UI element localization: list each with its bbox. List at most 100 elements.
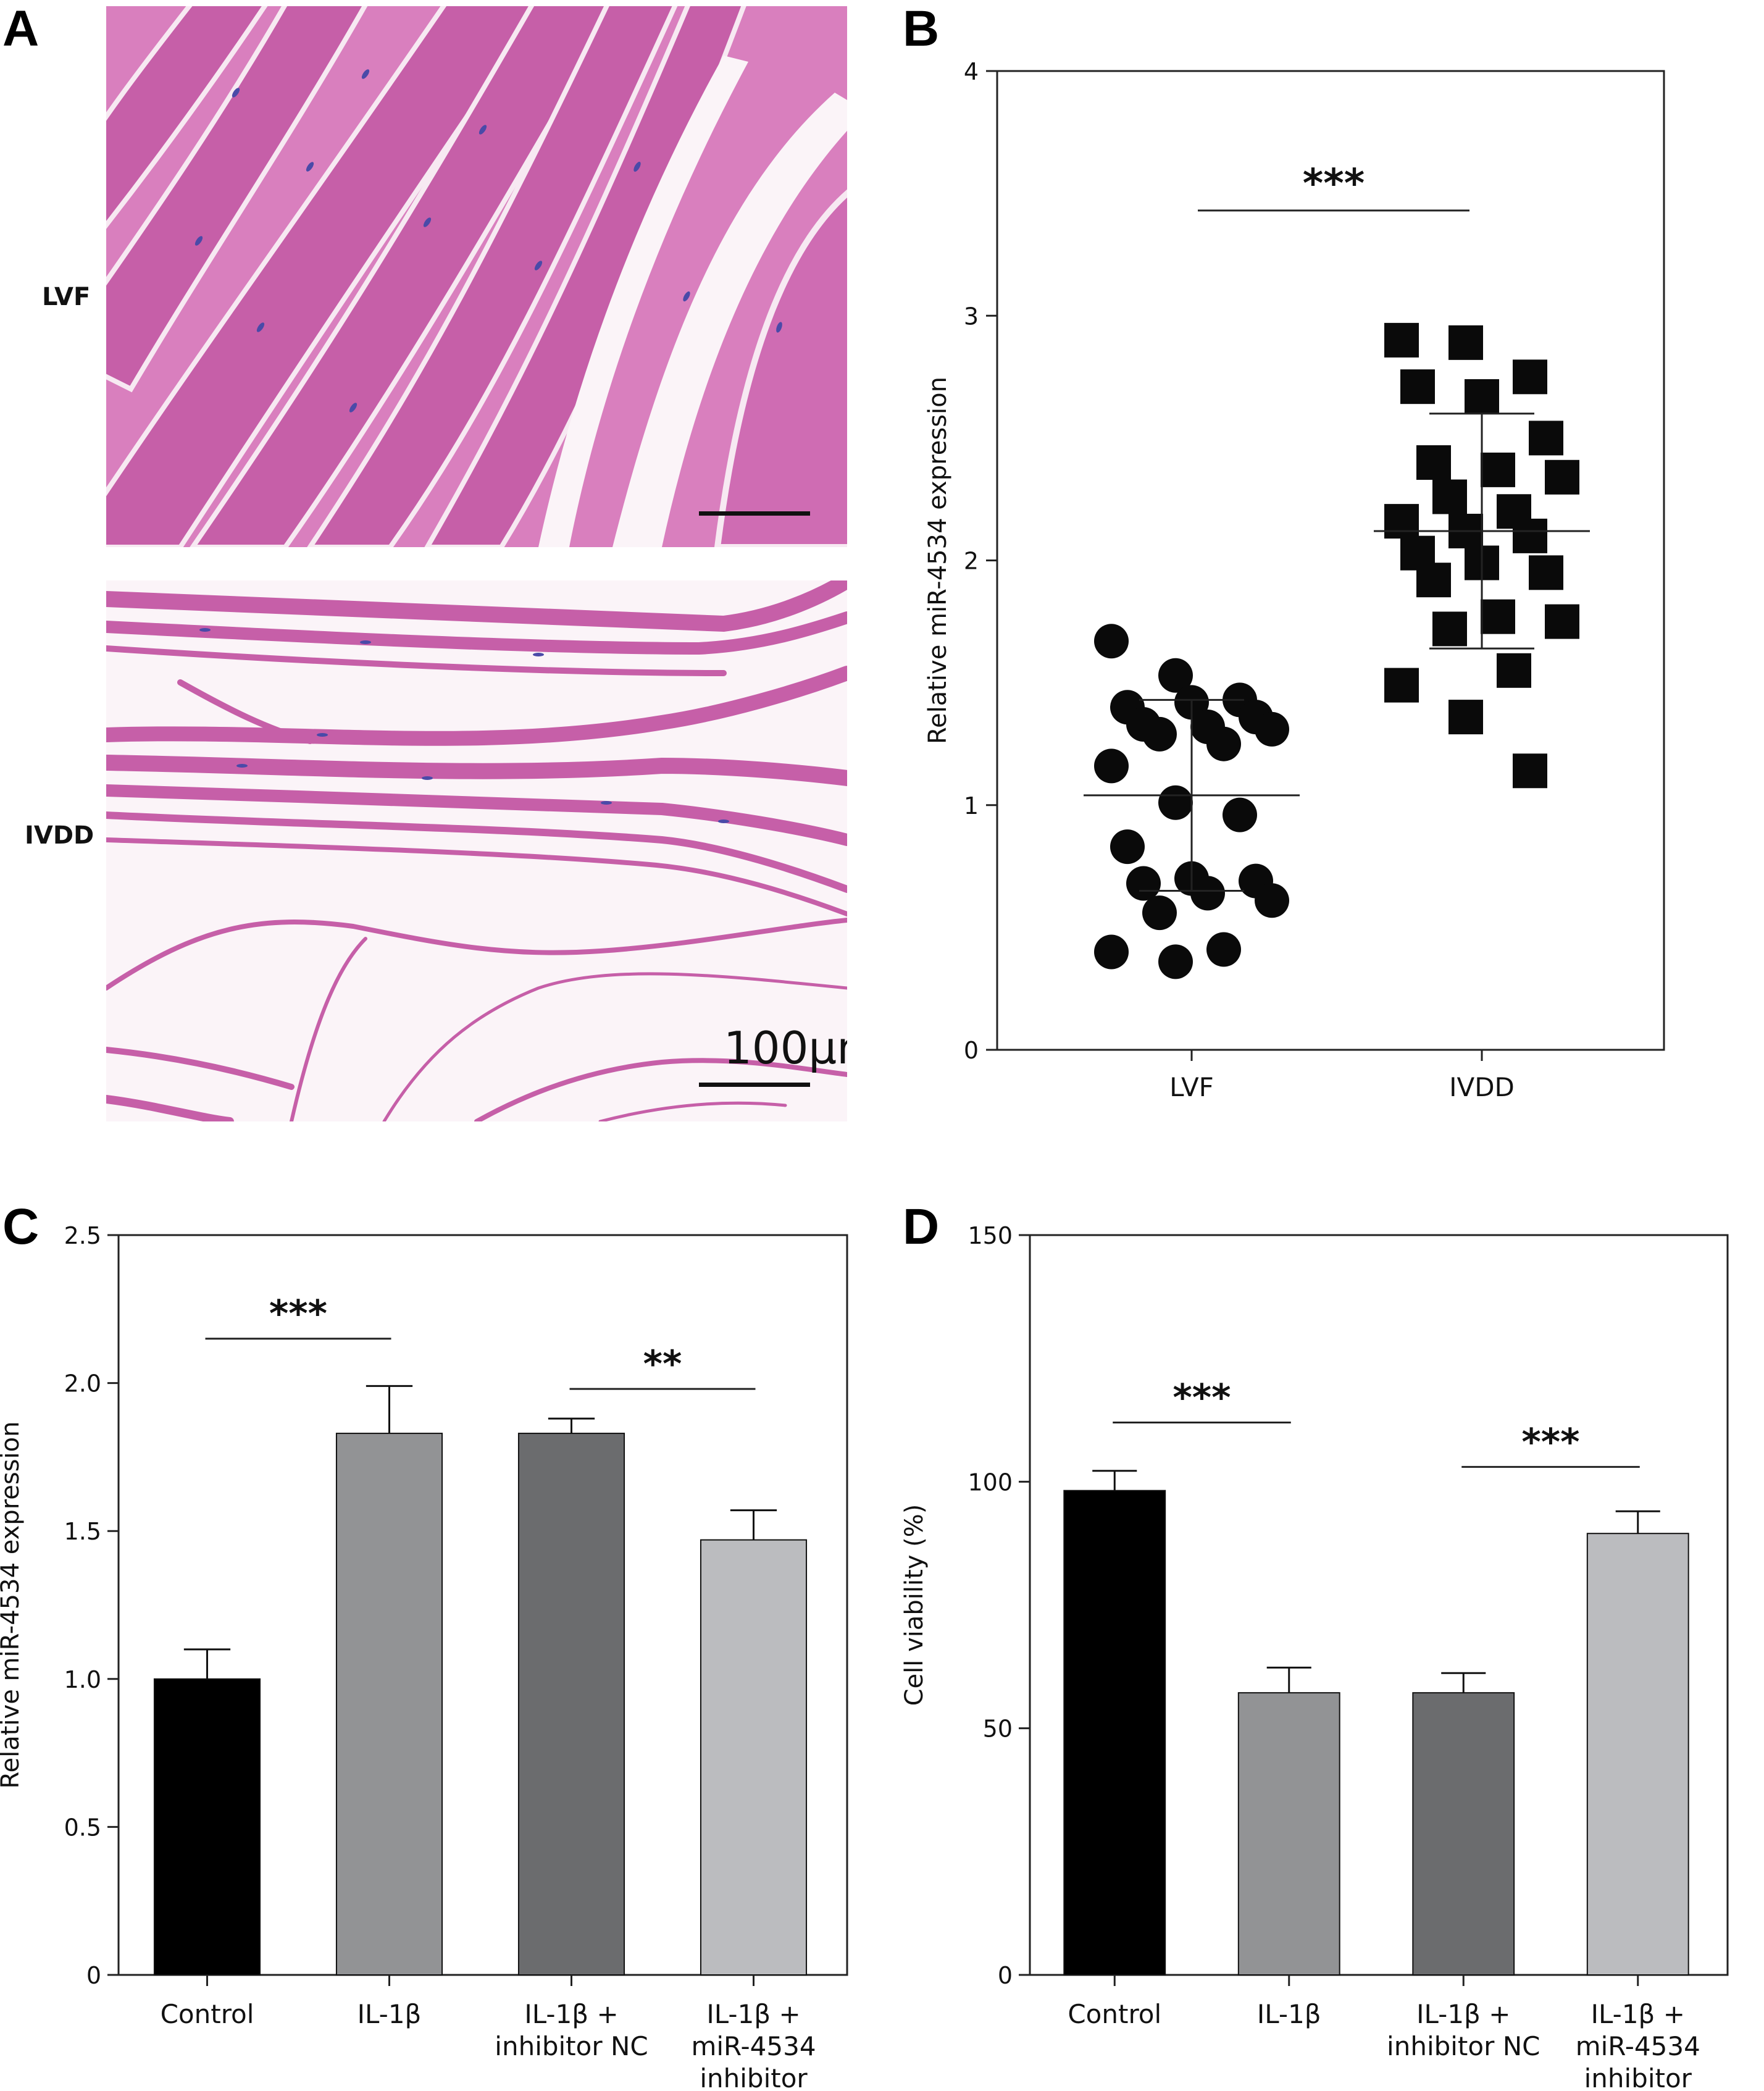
x-tick-label: inhibitor [1584,2063,1692,2091]
data-point-ivdd [1465,379,1499,414]
plot-frame [117,1234,848,1976]
data-point-ivdd [1513,359,1547,395]
bar-chart-d: 0 50 100 150 Cell viability (%) Control IL-1β I… [900,1222,1729,2091]
x-tick-label: IVDD [1449,1072,1515,1102]
data-point-lvf [1158,658,1193,693]
data-point-ivdd [1513,518,1547,553]
significance-label: *** [269,1293,327,1336]
data-point-ivdd [1545,604,1579,639]
x-tick-label: LVF [1169,1072,1214,1102]
data-point-lvf [1158,785,1193,820]
data-point-lvf [1255,711,1289,747]
plot-frame [1029,1234,1729,1976]
data-point-ivdd [1545,459,1579,495]
data-point-lvf [1190,876,1225,911]
y-tick-label: 1 [964,792,979,819]
data-point-ivdd [1416,563,1451,598]
histology-lvf-drawing [106,6,847,547]
scatter-chart-b: 0 1 2 3 4 Relative miR-4534 expression LVF IVDD… [924,58,1665,1102]
scale-bar-label: 100μm [724,1022,847,1074]
y-tick-label: 0 [964,1037,979,1064]
data-point-lvf [1142,716,1177,752]
data-point-lvf [1094,624,1129,659]
x-tick-label: miR-4534 [1576,2031,1700,2061]
data-point-ivdd [1384,504,1419,539]
bar [517,1433,625,1976]
data-point-ivdd [1529,421,1563,456]
x-tick-label: miR-4534 [691,2031,816,2061]
y-tick-label: 0 [86,1962,101,1989]
data-point-lvf [1206,726,1241,761]
y-axis-label: Relative miR-4534 expression [0,1422,25,1789]
bar [1237,1692,1340,1976]
y-tick-label: 2.0 [64,1370,101,1397]
significance-label: ** [643,1343,682,1386]
data-point-ivdd [1513,753,1547,789]
x-tick-label: IL-1β + [1416,1999,1510,2029]
data-point-ivdd [1497,653,1531,688]
scale-bar-lvf [699,511,810,516]
data-point-lvf [1094,934,1129,970]
x-tick-label: inhibitor NC [495,2031,648,2061]
x-tick-label: IL-1β + [1591,1999,1685,2029]
data-point-ivdd [1432,611,1467,647]
data-point-lvf [1094,748,1129,784]
plot-frame [996,70,1665,1051]
panel-label-c: C [2,1199,40,1255]
x-tick-label: Control [1068,1999,1161,2029]
bar [700,1539,808,1976]
y-tick-label: 1.0 [64,1666,101,1693]
scale-bar-ivdd [699,1083,810,1087]
data-point-ivdd [1481,599,1515,634]
significance-label: *** [1303,161,1365,207]
data-point-lvf [1110,829,1145,865]
significance-label: *** [1521,1420,1579,1464]
histology-image-lvf [106,6,847,547]
data-point-lvf [1158,944,1193,979]
data-point-ivdd [1432,479,1467,514]
x-tick-label: IL-1β + [524,1999,618,2029]
x-tick-label: inhibitor [700,2063,808,2091]
data-point-ivdd [1448,325,1483,360]
panel-label-b: B [903,1,940,57]
y-tick-label: 50 [983,1716,1013,1743]
histology-label-lvf: LVF [42,283,91,311]
y-tick-label: 2 [964,548,979,575]
histology-label-ivdd: IVDD [25,821,94,850]
y-tick-label: 4 [964,58,979,85]
y-axis-label: Cell viability (%) [900,1504,929,1706]
y-tick-label: 0.5 [64,1814,101,1841]
bar-chart-c: 0 0.5 1.0 1.5 2.0 2.5 Relative miR-4534 expres… [0,1222,848,2091]
y-tick-label: 2.5 [64,1222,101,1249]
x-tick-label: IL-1β + [706,1999,800,2029]
data-point-ivdd [1384,668,1419,703]
bar [153,1678,261,1976]
data-point-ivdd [1416,445,1451,480]
data-point-ivdd [1448,700,1483,735]
x-tick-label: IL-1β [1257,1999,1321,2029]
panel-label-a: A [2,1,40,57]
histology-ivdd-drawing: 100μm [106,580,847,1121]
bar [1412,1692,1515,1976]
data-point-ivdd [1481,452,1515,487]
y-tick-label: 1.5 [64,1518,101,1545]
data-point-lvf [1223,797,1257,832]
y-tick-label: 0 [998,1962,1013,1989]
y-tick-label: 150 [968,1222,1013,1249]
data-point-ivdd [1384,322,1419,358]
panel-label-d: D [903,1199,940,1255]
data-point-lvf [1142,895,1177,931]
bar [1063,1490,1166,1976]
data-point-lvf [1255,883,1289,918]
x-tick-label: inhibitor NC [1387,2031,1540,2061]
data-point-lvf [1206,932,1241,967]
data-point-ivdd [1400,369,1435,404]
bar [1586,1533,1689,1976]
significance-label: *** [1173,1376,1231,1419]
x-tick-label: IL-1β [357,1999,422,2029]
data-point-ivdd [1529,555,1563,590]
bar [335,1433,443,1976]
histology-image-ivdd: 100μm [106,580,847,1121]
y-tick-label: 100 [968,1469,1013,1496]
y-axis-label: Relative miR-4534 expression [924,377,952,744]
